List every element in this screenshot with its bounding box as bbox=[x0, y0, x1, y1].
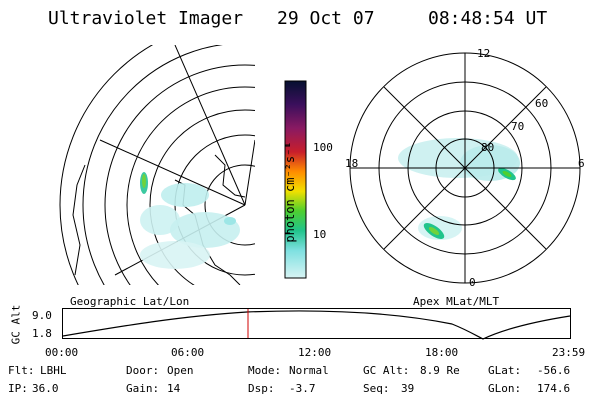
status-seq-value: 39 bbox=[401, 382, 415, 395]
right-panel-caption: Apex MLat/MLT bbox=[413, 295, 500, 308]
mlt-label-right: 6 bbox=[578, 157, 585, 170]
status-glon-key: GLon: bbox=[488, 382, 522, 395]
mlt-label-top: 12 bbox=[477, 47, 491, 60]
alt-x-tick-4: 23:59 bbox=[552, 346, 586, 359]
date-label: 29 Oct 07 bbox=[277, 8, 375, 29]
lat-label-80: 80 bbox=[481, 141, 495, 154]
colorbar bbox=[284, 80, 307, 279]
time-label: 08:48:54 UT bbox=[428, 8, 548, 29]
altitude-strip-plot bbox=[62, 308, 571, 340]
app-title: Ultraviolet Imager bbox=[48, 8, 244, 29]
status-ip-value: 36.0 bbox=[32, 382, 59, 395]
altitude-curve bbox=[62, 310, 571, 340]
colorbar-unit-label: photon cm⁻²s⁻¹ bbox=[283, 141, 297, 243]
mlt-label-left: 18 bbox=[345, 157, 359, 170]
lat-label-60: 60 bbox=[535, 97, 549, 110]
lat-label-70: 70 bbox=[511, 120, 525, 133]
status-gcalt-key: GC Alt: bbox=[363, 364, 410, 377]
left-panel-caption: Geographic Lat/Lon bbox=[70, 295, 190, 308]
status-seq-key: Seq: bbox=[363, 382, 390, 395]
status-gain-value: 14 bbox=[167, 382, 181, 395]
alt-tick-high: 9.0 bbox=[32, 309, 52, 322]
coastline-west bbox=[72, 164, 86, 276]
status-mode-key: Mode: bbox=[248, 364, 282, 377]
colorbar-tick-100: 100 bbox=[313, 141, 333, 154]
alt-tick-low: 1.8 bbox=[32, 327, 52, 340]
alt-x-tick-1: 06:00 bbox=[171, 346, 205, 359]
alt-x-tick-3: 18:00 bbox=[425, 346, 459, 359]
alt-strip-ylabel: GC Alt bbox=[9, 304, 23, 345]
status-mode-value: Normal bbox=[289, 364, 329, 377]
alt-x-tick-2: 12:00 bbox=[298, 346, 332, 359]
polar-mlt-panel bbox=[349, 52, 581, 284]
status-dsp-value: -3.7 bbox=[289, 382, 316, 395]
uv-emission-right bbox=[398, 138, 520, 240]
status-gain-key: Gain: bbox=[126, 382, 160, 395]
status-door-value: Open bbox=[167, 364, 194, 377]
geographic-map-panel bbox=[59, 45, 255, 285]
status-door-key: Door: bbox=[126, 364, 160, 377]
status-glon-value: 174.6 bbox=[537, 382, 571, 395]
colorbar-tick-10: 10 bbox=[313, 228, 327, 241]
status-ip-key: IP: bbox=[8, 382, 28, 395]
uv-emission-left bbox=[140, 172, 240, 269]
status-dsp-key: Dsp: bbox=[248, 382, 275, 395]
alt-x-tick-0: 00:00 bbox=[45, 346, 79, 359]
mlt-label-bottom: 0 bbox=[469, 276, 476, 289]
status-filter-key: Flt: bbox=[8, 364, 35, 377]
status-filter-value: LBHL bbox=[40, 364, 67, 377]
status-glat-value: -56.6 bbox=[537, 364, 571, 377]
status-glat-key: GLat: bbox=[488, 364, 522, 377]
status-gcalt-value: 8.9 Re bbox=[420, 364, 460, 377]
